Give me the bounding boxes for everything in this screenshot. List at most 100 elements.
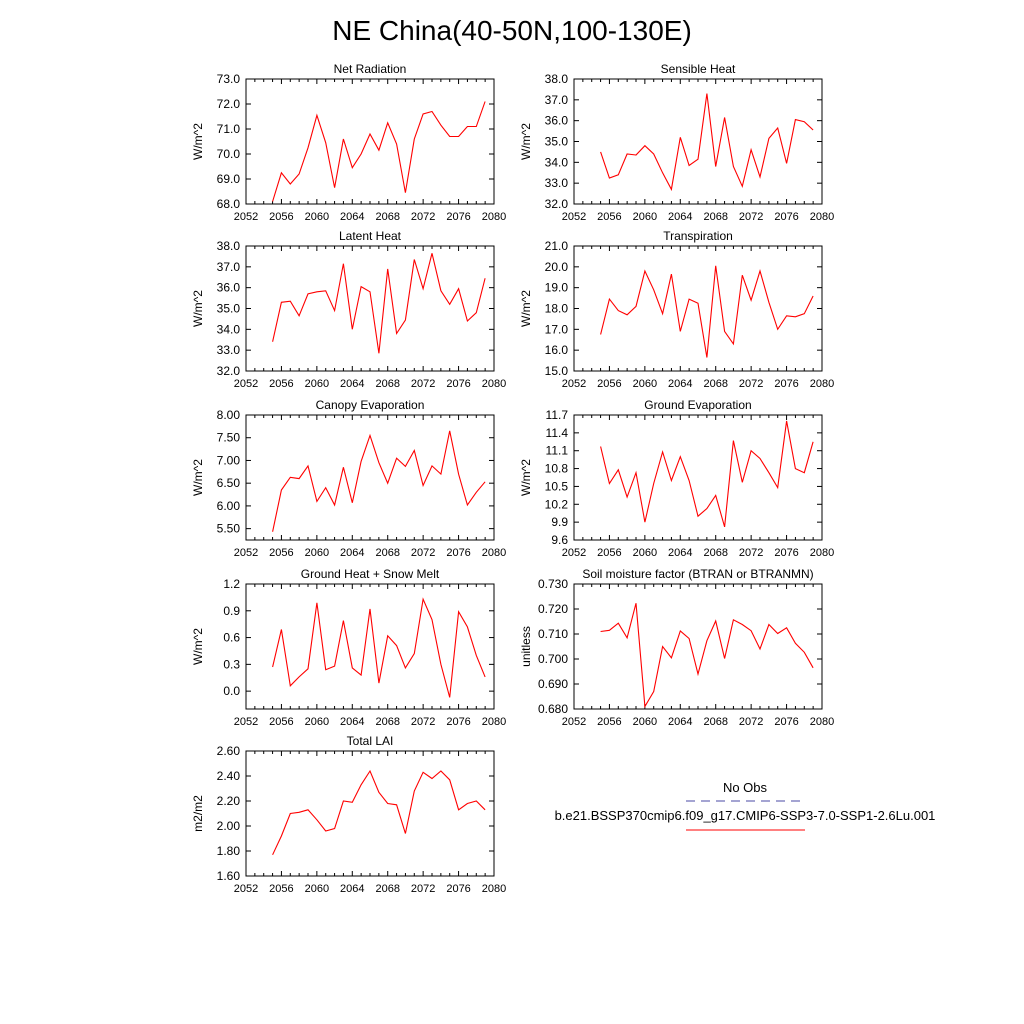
panel-9-xtick-label: 2080: [482, 883, 506, 895]
panel-5-ytick-label: 7.00: [217, 453, 241, 467]
panel-6-xtick-label: 2080: [810, 547, 834, 559]
panel-8-ytick-label: 0.700: [538, 652, 568, 666]
panel-3-ytick-label: 38.0: [217, 239, 241, 253]
panel-6-xtick-label: 2064: [668, 547, 692, 559]
panel-3-xtick-label: 2068: [375, 378, 399, 390]
panel-1-xtick-label: 2076: [446, 211, 470, 223]
panel-1: Net Radiation W/m^2 2052 2056 2060 2064 2068 20…: [191, 62, 506, 223]
panel-5-xtick-label: 2060: [305, 547, 329, 559]
panel-1-xtick-label: 2072: [411, 211, 435, 223]
panel-1-ytick-label: 71.0: [217, 122, 241, 136]
panel-3-frame: [245, 245, 495, 372]
panel-5-xtick-label: 2056: [269, 547, 293, 559]
panel-2-series-line: [600, 93, 814, 192]
panel-8-ytick-label: 0.680: [538, 702, 568, 716]
panel-2-title: Sensible Heat: [661, 62, 736, 76]
panel-5-xtick-label: 2052: [234, 547, 258, 559]
panel-2-xtick-label: 2052: [562, 211, 586, 223]
panel-2-xtick-label: 2080: [810, 211, 834, 223]
panel-7-ytick-label: 0.9: [223, 604, 240, 618]
panel-4-ytick-label: 17.0: [545, 322, 569, 336]
panel-7-xtick-label: 2076: [446, 716, 470, 728]
panel-7-xtick-label: 2060: [305, 716, 329, 728]
panel-9-ytick-label: 2.20: [217, 794, 241, 808]
panel-9-ytick-label: 1.60: [217, 869, 241, 883]
panel-1-xtick-label: 2060: [305, 211, 329, 223]
panel-3-series-line: [272, 253, 486, 354]
panel-4-title: Transpiration: [663, 229, 733, 243]
panel-9-xtick-label: 2060: [305, 883, 329, 895]
panel-9-ytick-label: 1.80: [217, 844, 241, 858]
panel-7: Ground Heat + Snow Melt W/m^2 2052 2056 2060…: [191, 567, 506, 728]
panel-7-title: Ground Heat + Snow Melt: [301, 567, 440, 581]
panel-2-xtick-label: 2064: [668, 211, 692, 223]
panel-4-ytick-label: 20.0: [545, 260, 569, 274]
panel-9-xtick-label: 2076: [446, 883, 470, 895]
panel-8-xtick-label: 2068: [703, 716, 727, 728]
panel-2-ytick-label: 37.0: [545, 93, 569, 107]
panel-7-xtick-label: 2064: [340, 716, 364, 728]
figure-title: NE China(40-50N,100-130E): [332, 15, 692, 46]
panel-6-xtick-label: 2068: [703, 547, 727, 559]
panel-7-xtick-label: 2068: [375, 716, 399, 728]
panel-4: Transpiration W/m^2 2052 2056 2060 2064 2068 20…: [519, 229, 834, 390]
panel-9-xtick-label: 2068: [375, 883, 399, 895]
panel-3-xtick-label: 2056: [269, 378, 293, 390]
panel-9-ytick-label: 2.40: [217, 769, 241, 783]
panel-8-title: Soil moisture factor (BTRAN or BTRANMN): [582, 567, 813, 581]
panel-5-ytick-label: 6.50: [217, 476, 241, 490]
panel-9-ytick-label: 2.00: [217, 819, 241, 833]
panel-6: Ground Evaporation W/m^2 2052 2056 2060 2064 2…: [519, 398, 834, 559]
panel-9-xtick-label: 2052: [234, 883, 258, 895]
panel-1-title: Net Radiation: [334, 62, 407, 76]
panel-9-ytick-label: 2.60: [217, 744, 241, 758]
panel-8-xtick-label: 2060: [633, 716, 657, 728]
panel-5-xtick-label: 2072: [411, 547, 435, 559]
panel-1-ytick-label: 70.0: [217, 147, 241, 161]
panel-7-xtick-label: 2080: [482, 716, 506, 728]
panel-6-xtick-label: 2072: [739, 547, 763, 559]
panel-1-xtick-label: 2056: [269, 211, 293, 223]
panel-6-xtick-label: 2060: [633, 547, 657, 559]
panel-1-series-line: [272, 101, 486, 202]
panel-2-ytick-label: 38.0: [545, 72, 569, 86]
panel-2-frame: [573, 78, 823, 205]
panel-5-ytick-label: 7.50: [217, 431, 241, 445]
panel-5-frame: [245, 414, 495, 541]
panel-1-xtick-label: 2052: [234, 211, 258, 223]
legend-obs-label: No Obs: [723, 780, 768, 795]
panel-2-ytick-label: 35.0: [545, 135, 569, 149]
panel-4-xtick-label: 2080: [810, 378, 834, 390]
panel-3-xtick-label: 2052: [234, 378, 258, 390]
panel-1-frame: [245, 78, 495, 205]
panel-6-ylabel: W/m^2: [519, 459, 533, 496]
panel-4-ylabel: W/m^2: [519, 290, 533, 327]
panel-7-ytick-label: 1.2: [223, 577, 240, 591]
panel-7-xtick-label: 2052: [234, 716, 258, 728]
panel-4-series-line: [600, 265, 814, 358]
panel-3-ytick-label: 32.0: [217, 364, 241, 378]
panel-7-frame: [245, 583, 495, 710]
panel-6-ytick-label: 9.9: [551, 515, 568, 529]
panel-6-ytick-label: 10.5: [545, 479, 569, 493]
panel-9-series-line: [272, 769, 486, 856]
panel-5-ytick-label: 6.00: [217, 499, 241, 513]
panel-5-series-line: [272, 430, 486, 532]
panel-8-series-line: [600, 603, 814, 709]
panel-3-title: Latent Heat: [339, 229, 402, 243]
panel-9-ylabel: m2/m2: [191, 795, 205, 832]
panel-3-ytick-label: 33.0: [217, 343, 241, 357]
panel-1-ytick-label: 68.0: [217, 197, 241, 211]
panel-4-xtick-label: 2068: [703, 378, 727, 390]
panel-4-ytick-label: 19.0: [545, 281, 569, 295]
panel-6-ytick-label: 11.4: [546, 426, 569, 440]
panel-8-xtick-label: 2064: [668, 716, 692, 728]
panel-1-ytick-label: 73.0: [217, 72, 241, 86]
panel-3-ytick-label: 36.0: [217, 281, 241, 295]
panel-8-ytick-label: 0.710: [538, 627, 568, 641]
panel-2-ylabel: W/m^2: [519, 123, 533, 160]
panel-4-frame: [573, 245, 823, 372]
panel-4-ytick-label: 16.0: [545, 343, 569, 357]
panel-5: Canopy Evaporation W/m^2 2052 2056 2060 2064 2…: [191, 398, 506, 559]
